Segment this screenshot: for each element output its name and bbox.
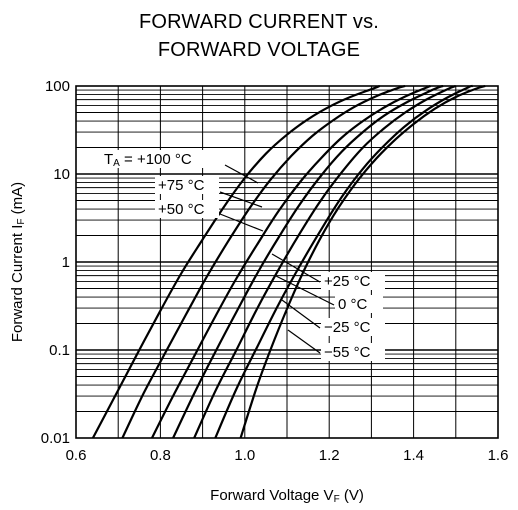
series-label: −25 °C: [324, 319, 371, 336]
curves: [91, 84, 486, 439]
series-label: +50 °C: [158, 201, 205, 218]
leader-line: [271, 253, 321, 283]
series-line: [121, 84, 406, 439]
y-tick-label: 100: [45, 78, 70, 95]
leader-line: [275, 275, 335, 306]
x-axis-label: Forward Voltage VF (V): [210, 487, 364, 505]
x-tick-label: 1.0: [234, 447, 255, 464]
series-label: TA = +100 °C: [104, 151, 192, 169]
series-line: [91, 84, 381, 439]
y-axis-label: Forward Current IF (mA): [9, 182, 27, 342]
y-tick-label: 10: [53, 166, 70, 183]
series-labels: TA = +100 °C +75 °C +50 °C +25 °C 0 °C −25 °C…: [101, 150, 385, 361]
axis-labels: Forward Voltage VF (V) Forward Current IF…: [9, 182, 364, 505]
label-background: [101, 150, 223, 168]
chart-title-line-2: FORWARD VOLTAGE: [157, 39, 361, 61]
plot-border: [75, 85, 499, 439]
series-label: +75 °C: [158, 177, 205, 194]
x-tick-label: 0.8: [150, 447, 171, 464]
label-background: [321, 343, 385, 361]
plot-frame: [75, 85, 499, 439]
chart-title-line-1: FORWARD CURRENT vs.: [138, 11, 380, 33]
leader-line: [219, 213, 264, 232]
label-background: [155, 176, 219, 194]
y-tick-label: 0.1: [49, 342, 70, 359]
label-background: [335, 295, 383, 313]
leader-line: [224, 164, 259, 184]
series-line: [239, 84, 486, 439]
label-background: [321, 272, 385, 290]
leader-line: [219, 191, 263, 208]
y-tick-label: 1: [62, 254, 70, 271]
x-tick-label: 0.6: [66, 447, 87, 464]
x-tick-label: 1.6: [488, 447, 509, 464]
leader-line: [287, 329, 321, 354]
series-label: +25 °C: [324, 273, 371, 290]
series-label: −55 °C: [324, 344, 371, 361]
tick-labels: 0.6 0.8 1.0 1.2 1.4 1.6 0.01 0.1 1 10 100: [41, 78, 509, 464]
series-line: [193, 84, 457, 439]
x-tick-label: 1.4: [403, 447, 424, 464]
label-background: [155, 200, 219, 218]
x-tick-label: 1.2: [319, 447, 340, 464]
y-tick-label: 0.01: [41, 430, 70, 447]
label-background: [321, 318, 385, 336]
series-line: [151, 84, 431, 439]
leader-line: [281, 299, 321, 329]
series-label: 0 °C: [338, 296, 368, 313]
series-line: [214, 84, 474, 439]
grid: [76, 86, 498, 438]
series-line: [172, 84, 444, 439]
